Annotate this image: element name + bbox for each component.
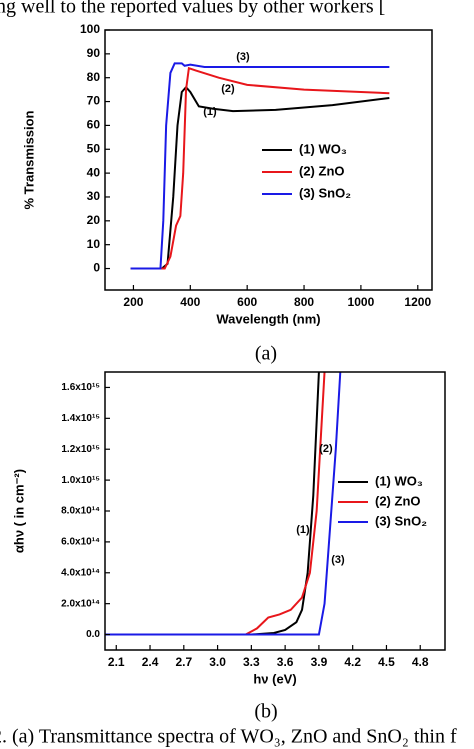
x-tick-label: 2.4 [142,655,159,669]
y-tick-label: 100 [80,22,100,36]
x-tick-label: 2.1 [108,655,125,669]
x-tick-label: 3.9 [311,655,328,669]
plot [130,62,390,270]
y-tick-label: 40 [87,165,101,179]
x-tick-label: 800 [294,295,314,309]
annotation: (1) [296,524,310,536]
x-axis-label: hν (eV) [253,671,296,686]
y-tick-label: 30 [87,189,101,203]
series-line [130,66,390,270]
series-line [130,62,390,270]
legend-label: (1) WO₃ [375,473,423,488]
panel-caption: (a) [255,343,277,365]
x-tick-label: 4.5 [378,655,395,669]
x-tick-label: 4.8 [412,655,429,669]
y-tick-label: 4.0x10¹⁴ [61,567,100,578]
x-tick-label: 3.3 [243,655,260,669]
plot-frame [104,29,433,291]
annotation: (2) [319,443,333,455]
x-tick-label: 400 [180,295,200,309]
x-tick-label: 3.0 [209,655,226,669]
y-tick-label: 1.2x10¹⁵ [61,444,100,455]
annotation: (3) [236,51,250,63]
annotation: (1) [203,106,217,118]
y-tick-label: 70 [87,94,101,108]
panel-caption: (b) [254,701,277,723]
y-tick-label: 0 [93,261,100,275]
plot [105,372,342,636]
y-tick-label: 1.0x10¹⁵ [61,475,100,486]
legend-label: (3) SnO₂ [375,513,427,528]
x-tick-label: 2.7 [175,655,192,669]
x-tick-label: 4.2 [344,655,361,669]
y-tick-label: 80 [87,70,101,84]
figure-caption: 2. (a) Transmittance spectra of WO₃, ZnO… [0,726,457,748]
series-line [130,85,390,270]
x-axis-label: Wavelength (nm) [216,311,320,326]
series-line [105,372,320,636]
legend-label: (1) WO₃ [299,141,347,156]
y-tick-label: 90 [87,46,101,60]
header-text: ng well to the reported values by other … [0,0,385,18]
plot-frame [104,371,446,651]
legend-label: (2) ZnO [299,163,345,178]
y-tick-label: 20 [87,213,101,227]
y-tick-label: 50 [87,141,101,155]
y-tick-label: 60 [87,118,101,132]
y-axis-label: αhν ( in cm⁻²) [11,469,26,553]
y-tick-label: 1.6x10¹⁵ [61,382,100,393]
y-tick-label: 6.0x10¹⁴ [61,537,100,548]
series-line [105,372,342,636]
y-tick-label: 1.4x10¹⁵ [61,413,100,424]
y-axis-label: % Transmission [21,110,36,209]
y-tick-label: 8.0x10¹⁴ [61,506,100,517]
y-tick-label: 10 [87,237,101,251]
y-tick-label: 0.0 [86,629,100,640]
x-tick-label: 1000 [348,295,375,309]
x-tick-label: 1200 [404,295,431,309]
annotation: (2) [221,83,235,95]
x-tick-label: 600 [237,295,257,309]
series-line [105,372,326,636]
x-tick-label: 200 [123,295,143,309]
annotation: (3) [331,554,345,566]
x-tick-label: 3.6 [277,655,294,669]
legend-label: (2) ZnO [375,493,421,508]
legend-label: (3) SnO₂ [299,185,351,200]
y-tick-label: 2.0x10¹⁴ [61,598,100,609]
